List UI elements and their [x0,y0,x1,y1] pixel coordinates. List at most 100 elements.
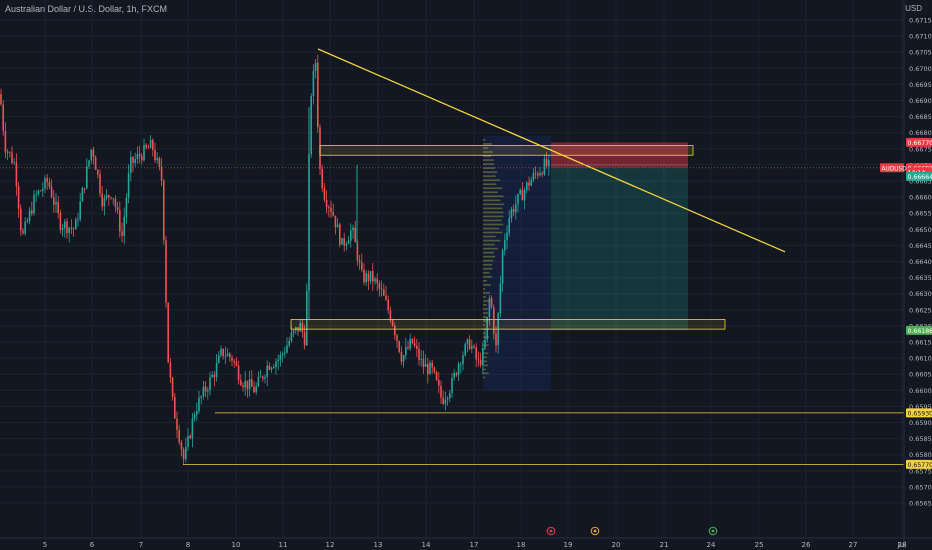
candle-body [354,227,356,243]
candle-body [83,188,86,189]
candle-body [114,198,117,207]
volume-profile-bar [483,251,495,254]
volume-profile-bar [483,296,486,298]
candle-body [213,374,216,378]
resistance-zone [319,145,694,156]
candle-body [495,333,497,346]
candle-body [490,298,493,308]
volume-profile-bar [483,340,485,342]
candle-body [59,212,62,230]
x-tick-label: 19 [564,541,573,549]
candle-body [358,260,361,263]
candle-body [310,96,312,155]
candle-body [270,367,273,370]
volume-profile-bar [483,163,495,165]
candle-body [521,189,524,201]
candle-body [178,429,180,443]
candle-body [440,385,442,398]
candle-body [20,208,22,231]
candle-body [244,380,246,388]
candle-body [112,198,114,199]
volume-profile-bar [483,147,489,149]
volume-profile-bar [483,320,489,322]
candle-body [325,199,328,208]
candle-body [257,377,260,387]
candle-body [429,362,431,375]
candle-body [281,353,284,355]
candle-body [198,397,200,412]
candle-body [165,240,167,303]
candle-body [4,130,7,153]
candle-body [11,152,13,163]
trade-position[interactable] [551,142,688,331]
volume-profile-bar [483,247,498,250]
candle-body [163,180,165,241]
chart-grid [0,0,904,538]
candle-body [350,230,352,241]
candle-body [99,174,101,194]
volume-profile-bar [483,360,488,363]
symbol-tag-bg [880,163,904,173]
candle-body [92,149,95,157]
candle-body [101,193,103,207]
candle-body [200,396,202,398]
candle-body [193,414,196,419]
candle-body [68,227,70,234]
candle-body [367,273,370,282]
chart-drawings[interactable] [0,48,904,465]
volume-profile-bar [483,215,504,218]
candle-body [22,230,24,234]
candle-body [499,283,502,314]
volume-profile-bar [483,304,487,306]
candle-body [523,190,526,201]
candle-body [526,182,528,191]
candle-body [543,158,546,175]
candle-body [451,378,453,393]
candle-body [444,399,447,404]
volume-profile-bar [483,284,492,286]
currency-label: USD [905,4,922,13]
candle-body [389,310,392,321]
candle-body [277,359,279,362]
x-tick-label: 6 [90,541,95,549]
candle-body [405,347,407,356]
candle-body [167,302,169,363]
candle-body [24,221,26,234]
price-label-bg [906,325,932,335]
event-icons[interactable] [546,526,718,536]
candle-body [134,159,136,163]
candle-body [154,150,156,161]
candle-body [402,355,405,362]
volume-profile-bar [483,316,487,318]
candle-body [515,204,517,213]
candle-body [0,94,2,105]
candle-body [457,364,460,376]
candle-body [79,201,81,220]
volume-profile-bar [483,155,492,157]
candle-body [332,211,334,216]
volume-profile-area [483,135,551,391]
volume-profile-bar [483,175,496,177]
volume-profile-bar [483,231,503,234]
candle-body [94,156,97,170]
price-label-bg [906,459,932,469]
candle-body [248,379,251,390]
volume-profile-bar [483,271,490,274]
volume-profile-bar [483,211,504,214]
candle-body [383,289,385,296]
volume-profile-bar [483,312,488,314]
candle-body [431,362,433,368]
support-zone [290,319,726,330]
candle-body [123,216,125,236]
